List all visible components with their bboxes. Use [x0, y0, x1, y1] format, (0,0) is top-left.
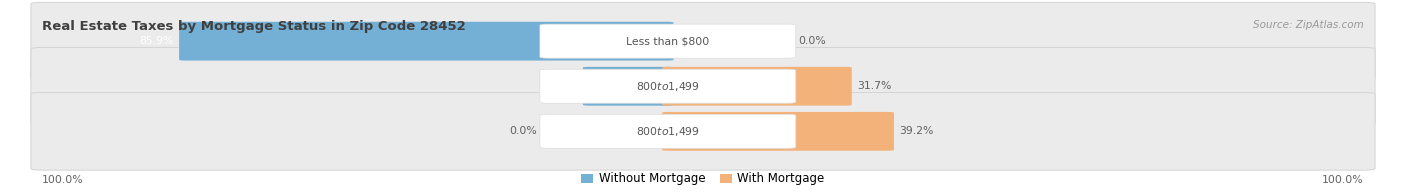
FancyBboxPatch shape: [583, 67, 673, 106]
FancyBboxPatch shape: [540, 69, 796, 103]
FancyBboxPatch shape: [540, 24, 796, 58]
Text: 100.0%: 100.0%: [1322, 175, 1364, 185]
FancyBboxPatch shape: [31, 47, 1375, 125]
Text: 0.0%: 0.0%: [799, 36, 827, 46]
FancyBboxPatch shape: [31, 2, 1375, 80]
FancyBboxPatch shape: [179, 22, 673, 61]
Text: $800 to $1,499: $800 to $1,499: [636, 80, 700, 93]
Text: 14.1%: 14.1%: [543, 81, 578, 91]
Text: Less than $800: Less than $800: [626, 36, 710, 46]
Text: 39.2%: 39.2%: [900, 126, 934, 136]
FancyBboxPatch shape: [540, 114, 796, 148]
FancyBboxPatch shape: [31, 93, 1375, 170]
Text: 100.0%: 100.0%: [42, 175, 84, 185]
Text: 0.0%: 0.0%: [509, 126, 537, 136]
Text: 31.7%: 31.7%: [858, 81, 891, 91]
Legend: Without Mortgage, With Mortgage: Without Mortgage, With Mortgage: [576, 168, 830, 190]
FancyBboxPatch shape: [662, 67, 852, 106]
Text: Source: ZipAtlas.com: Source: ZipAtlas.com: [1253, 20, 1364, 30]
Text: $800 to $1,499: $800 to $1,499: [636, 125, 700, 138]
FancyBboxPatch shape: [662, 112, 894, 151]
Text: 85.9%: 85.9%: [139, 36, 173, 46]
Text: Real Estate Taxes by Mortgage Status in Zip Code 28452: Real Estate Taxes by Mortgage Status in …: [42, 20, 465, 33]
